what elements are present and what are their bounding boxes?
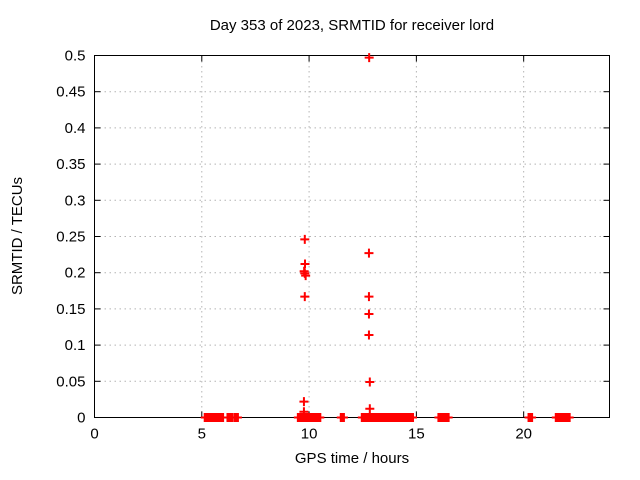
data-point-marker <box>300 234 310 244</box>
data-point-marker <box>300 292 310 302</box>
data-point-marker <box>365 377 375 387</box>
zero-run-arms <box>223 416 237 419</box>
zero-run-arms <box>383 416 418 419</box>
zero-run-arms <box>336 416 348 419</box>
x-tick-label: 15 <box>408 426 425 443</box>
y-tick-label: 0.4 <box>65 120 86 137</box>
data-point-marker <box>299 407 309 417</box>
data-point-marker <box>301 271 311 281</box>
y-tick-label: 0 <box>77 410 85 427</box>
data-point-marker <box>364 309 374 319</box>
x-tick-label: 0 <box>90 426 98 443</box>
data-point-marker <box>364 248 374 258</box>
y-tick-label: 0.3 <box>65 192 86 209</box>
x-axis-label: GPS time / hours <box>295 450 409 467</box>
y-tick-label: 0.1 <box>65 337 86 354</box>
y-tick-label: 0.45 <box>56 84 85 101</box>
y-tick-label: 0.25 <box>56 229 85 246</box>
data-point-marker <box>364 53 374 63</box>
data-point-marker <box>299 397 309 407</box>
x-tick-label: 20 <box>515 426 532 443</box>
zero-run-arms <box>357 416 391 419</box>
plot-generated-layer: 0 5 10 15 20 0 0.05 0.1 0.15 0.2 0.25 0.3 0.35 0.4 0.4… <box>56 48 610 443</box>
x-tick-label: 5 <box>198 426 206 443</box>
zero-run-arms <box>200 416 228 419</box>
zero-run-arms <box>434 416 453 419</box>
y-tick-label: 0.5 <box>65 48 86 65</box>
zero-run-arms <box>293 416 325 419</box>
y-tick-label: 0.15 <box>56 301 85 318</box>
data-point-marker <box>365 404 375 414</box>
x-tick-label: 10 <box>301 426 318 443</box>
data-point-marker <box>364 330 374 340</box>
y-tick-label: 0.05 <box>56 373 85 390</box>
y-tick-label: 0.2 <box>65 265 86 282</box>
y-axis-label: SRMTID / TECUs <box>9 177 26 295</box>
zero-run-arms <box>230 416 242 419</box>
plot-border <box>94 55 610 418</box>
zero-run-arms <box>524 416 537 419</box>
chart-title: Day 353 of 2023, SRMTID for receiver lor… <box>210 17 494 34</box>
zero-run-arms <box>551 416 574 419</box>
y-tick-label: 0.35 <box>56 156 85 173</box>
data-point-marker <box>364 292 374 302</box>
